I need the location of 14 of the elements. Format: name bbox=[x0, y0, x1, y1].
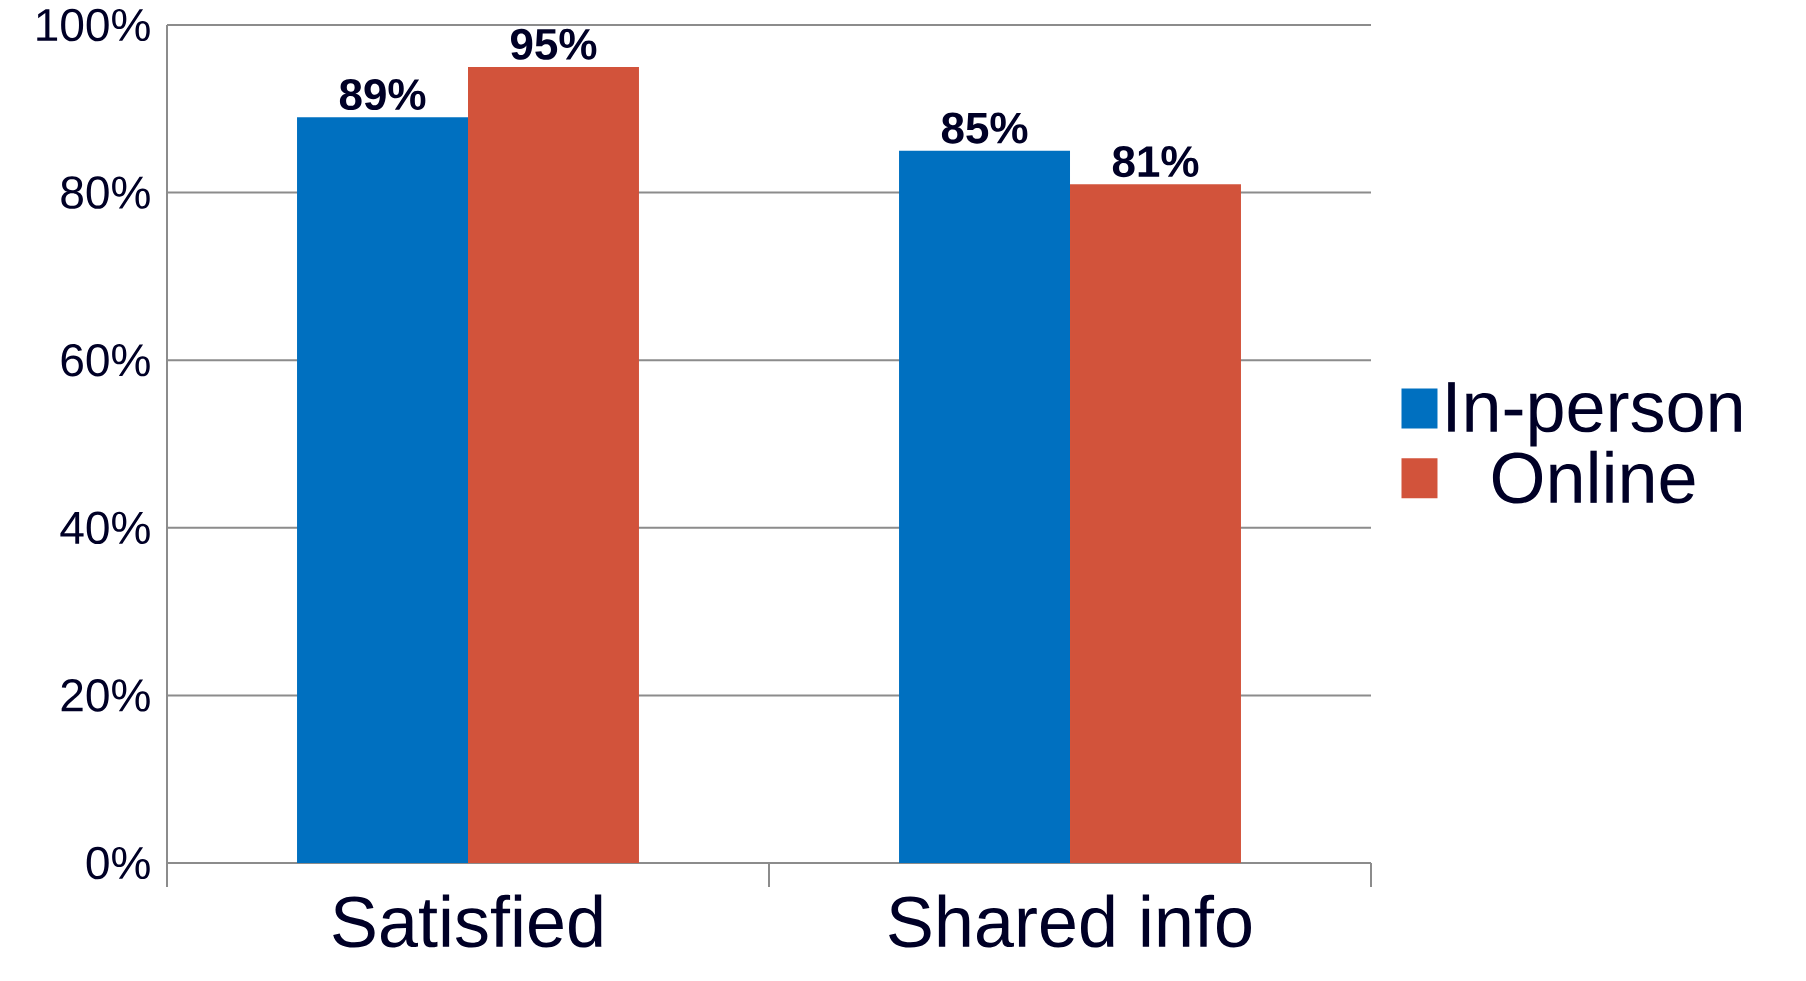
x-tick-label: Satisfied bbox=[333, 894, 602, 948]
data-label: 81% bbox=[1112, 145, 1199, 178]
y-tick-label: 60% bbox=[61, 343, 150, 377]
x-tick-label: Shared info bbox=[889, 894, 1251, 948]
y-tick-label: 100% bbox=[37, 8, 150, 42]
y-tick-label: 0% bbox=[86, 846, 150, 880]
y-tick-label: 20% bbox=[61, 679, 150, 712]
data-label: 85% bbox=[941, 112, 1028, 144]
legend-label: Online bbox=[1492, 450, 1695, 504]
legend-label: In-person bbox=[1448, 382, 1741, 447]
data-label: 89% bbox=[339, 78, 426, 111]
y-tick-label: 40% bbox=[60, 511, 150, 545]
y-tick-label: 80% bbox=[61, 176, 150, 209]
data-label: 95% bbox=[510, 28, 597, 60]
